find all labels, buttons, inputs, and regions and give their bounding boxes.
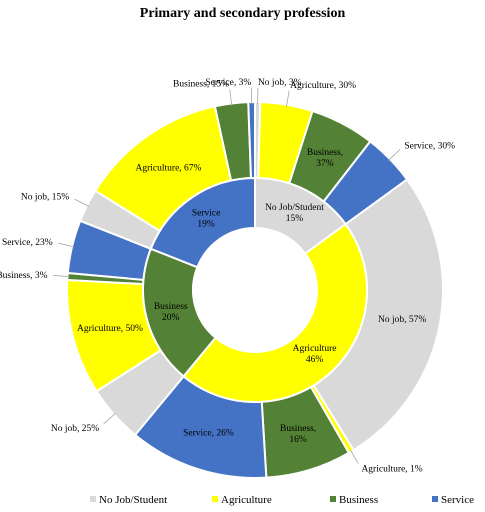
outer-ring bbox=[67, 102, 443, 478]
legend-label-business: Business bbox=[339, 494, 378, 506]
outer-label-agriculture-agriculture-leader bbox=[350, 450, 358, 464]
outer-label-service-no-job-leader bbox=[75, 199, 89, 206]
legend-item-business: Business bbox=[330, 494, 378, 506]
outer-label-business-service: Service, 23% bbox=[2, 238, 53, 248]
outer-label-business-no-job: No job, 25% bbox=[51, 424, 99, 434]
outer-label-no-job-student-service: Service, 30% bbox=[404, 141, 455, 151]
inner-ring bbox=[143, 178, 367, 402]
legend-label-service: Service bbox=[441, 494, 474, 506]
legend-swatch-agriculture bbox=[212, 496, 218, 502]
outer-label-service-agriculture: Agriculture, 67% bbox=[136, 163, 202, 173]
outer-label-business-no-job-leader bbox=[104, 413, 116, 424]
legend-label-agriculture: Agriculture bbox=[221, 494, 272, 506]
legend-item-no-job-student: No Job/Student bbox=[90, 494, 167, 506]
legend-swatch-business bbox=[330, 496, 336, 502]
outer-label-service-service: Service, 3% bbox=[205, 78, 251, 88]
outer-label-business-business: Business, 3% bbox=[0, 271, 48, 281]
legend-swatch-service bbox=[432, 496, 438, 502]
outer-label-business-agriculture: Agriculture, 50% bbox=[77, 324, 143, 334]
outer-label-service-no-job: No job, 15% bbox=[21, 192, 69, 202]
outer-label-no-job-student-service-leader bbox=[389, 149, 400, 160]
legend: No Job/Student Agriculture Business Service bbox=[0, 494, 485, 510]
outer-label-agriculture-service: Service, 26% bbox=[183, 429, 234, 439]
outer-label-agriculture-agriculture: Agriculture, 1% bbox=[361, 465, 422, 475]
legend-item-agriculture: Agriculture bbox=[212, 494, 272, 506]
legend-label-no-job-student: No Job/Student bbox=[99, 494, 167, 506]
outer-label-no-job-student-agriculture: Agriculture, 30% bbox=[290, 81, 356, 91]
donut-chart: No Job/Student 15%Agriculture 46%Business 2… bbox=[0, 0, 485, 490]
legend-item-service: Service bbox=[432, 494, 474, 506]
legend-swatch-no-job-student bbox=[90, 496, 96, 502]
outer-label-agriculture-no-job: No job, 57% bbox=[378, 315, 426, 325]
